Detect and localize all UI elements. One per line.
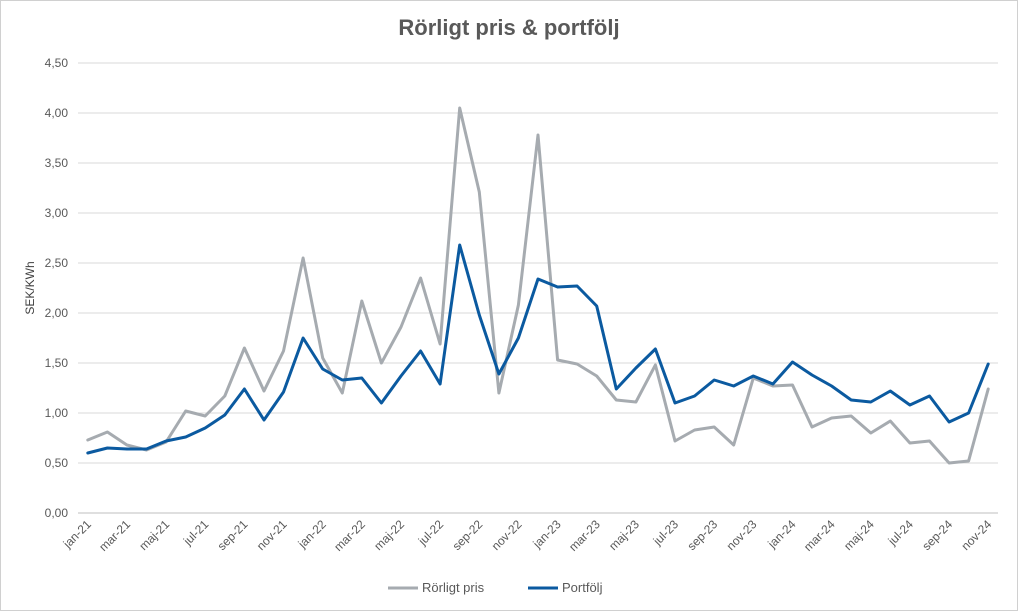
x-tick-label: sep-24	[919, 517, 955, 553]
series-line-portfolj	[86, 243, 990, 455]
y-tick-label: 3,00	[45, 206, 69, 220]
x-tick-label: jul-22	[415, 517, 447, 549]
legend-label-portfolj: Portfölj	[562, 580, 603, 595]
y-tick-label: 0,50	[45, 456, 69, 470]
x-tick-label: jan-21	[60, 517, 94, 551]
x-tick-label: maj-24	[841, 517, 877, 553]
x-tick-label: jul-21	[180, 517, 212, 549]
y-tick-label: 2,50	[45, 256, 69, 270]
x-tick-label: nov-22	[489, 517, 525, 553]
legend-item-rorligt-pris: Rörligt pris	[388, 580, 485, 595]
x-tick-label: nov-24	[958, 517, 994, 553]
series-lines	[86, 106, 990, 465]
x-tick-label: jul-24	[885, 517, 917, 549]
x-tick-label: jul-23	[650, 517, 682, 549]
y-tick-label: 3,50	[45, 156, 69, 170]
x-tick-label: jan-23	[530, 517, 564, 551]
y-tick-label: 1,00	[45, 406, 69, 420]
x-tick-label: mar-23	[566, 517, 603, 554]
x-tick-label: maj-23	[606, 517, 642, 553]
x-tick-label: sep-21	[215, 517, 251, 553]
y-tick-label: 0,00	[45, 506, 69, 520]
x-tick-label: jan-22	[295, 517, 329, 551]
x-tick-label: nov-23	[724, 517, 760, 553]
legend-item-portfolj: Portfölj	[528, 580, 603, 595]
x-axis-ticks: jan-21 mar-21 maj-21 jul-21 sep-21 nov-21 jan-…	[60, 517, 995, 554]
series-line-rorligt-pris	[86, 106, 990, 465]
x-tick-label: mar-22	[331, 517, 368, 554]
x-tick-label: mar-21	[96, 517, 133, 554]
x-tick-label: maj-21	[136, 517, 172, 553]
x-tick-label: mar-24	[801, 517, 838, 554]
legend: Rörligt pris Portfölj	[388, 580, 603, 595]
y-tick-label: 1,50	[45, 356, 69, 370]
y-tick-label: 2,00	[45, 306, 69, 320]
y-tick-label: 4,50	[45, 56, 69, 70]
x-tick-label: sep-22	[450, 517, 486, 553]
x-tick-label: sep-23	[684, 517, 720, 553]
y-axis-title: SEK/KWh	[23, 261, 37, 314]
y-axis-ticks: 0,00 0,50 1,00 1,50 2,00 2,50 3,00 3,50 4,00 4,50	[45, 56, 69, 520]
x-tick-label: nov-21	[254, 517, 290, 553]
legend-label-rorligt-pris: Rörligt pris	[422, 580, 485, 595]
x-tick-label: maj-22	[371, 517, 407, 553]
y-tick-label: 4,00	[45, 106, 69, 120]
gridlines	[78, 62, 998, 514]
chart-title: Rörligt pris & portfölj	[398, 15, 620, 40]
x-tick-label: jan-24	[764, 517, 798, 551]
